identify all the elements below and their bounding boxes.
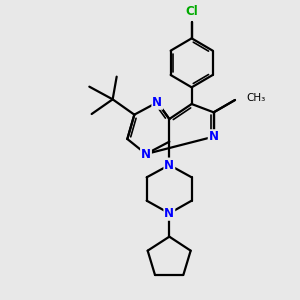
- Text: N: N: [164, 158, 174, 172]
- Text: N: N: [164, 207, 174, 220]
- Text: N: N: [141, 148, 151, 160]
- Text: N: N: [209, 130, 219, 143]
- Text: N: N: [152, 96, 162, 109]
- Text: Cl: Cl: [185, 5, 198, 18]
- Text: CH₃: CH₃: [247, 93, 266, 103]
